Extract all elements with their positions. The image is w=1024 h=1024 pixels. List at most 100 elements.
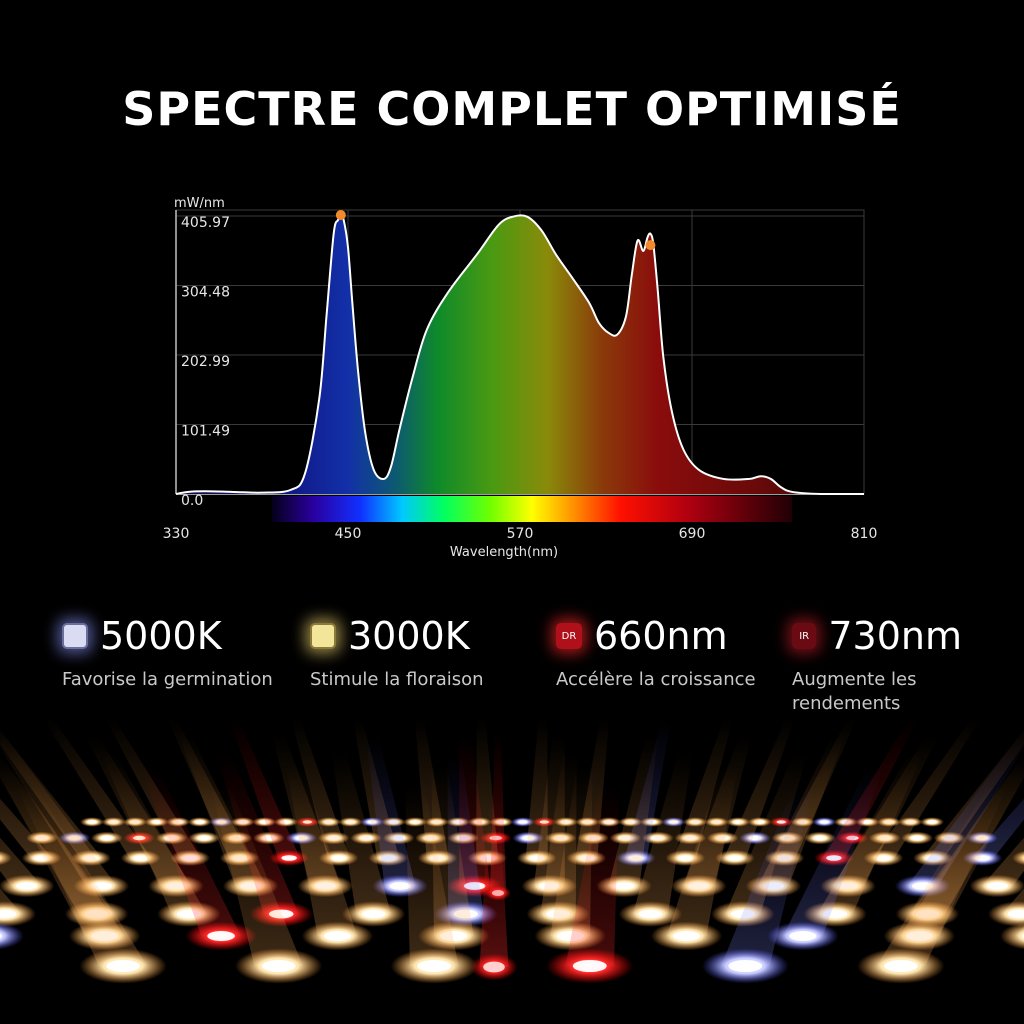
feature-description: Augmente les rendements: [792, 669, 917, 714]
led-dot: [330, 855, 347, 861]
led-dot: [0, 909, 17, 919]
led-dot: [261, 959, 296, 973]
led-light-beam: [0, 736, 117, 886]
led-dot: [106, 959, 141, 973]
led-dot: [911, 835, 924, 841]
x-axis-label: Wavelength(nm): [450, 545, 558, 560]
led-light-beam: [872, 718, 981, 858]
led-light-beam: [783, 766, 884, 936]
page-title: SPECTRE COMPLET OPTIMISÉ: [122, 82, 902, 136]
led-light-beam: [479, 807, 509, 967]
led-light-beam: [723, 718, 795, 858]
warm-white-led-icon: [310, 623, 336, 649]
y-tick-label: 0.0: [181, 493, 203, 509]
feature-list: 5000K Favorise la germination 3000K Stim…: [0, 614, 1024, 724]
led-light-beam: [16, 786, 148, 966]
led-dot: [883, 959, 918, 973]
y-tick-label: 304.48: [181, 284, 230, 300]
led-dot: [1021, 933, 1024, 939]
led-dot: [986, 882, 1009, 890]
led-light-beam: [876, 786, 1008, 966]
y-tick-label: 202.99: [181, 354, 230, 370]
led-dot: [875, 855, 892, 861]
led-dot: [100, 835, 113, 841]
led-dot: [572, 959, 607, 973]
led-glow: [1000, 922, 1024, 950]
led-dot: [613, 882, 635, 890]
led-dot: [813, 835, 827, 841]
led-dot: [323, 931, 352, 941]
led-light-beam: [365, 736, 416, 886]
led-dot: [677, 855, 694, 861]
led-light-beam: [210, 786, 303, 966]
feature-description: Accélère la croissance: [556, 669, 756, 690]
led-dot: [132, 855, 149, 861]
led-dot: [281, 855, 297, 861]
led-dot: [197, 835, 211, 841]
peak-marker: [645, 240, 656, 251]
led-dot: [638, 909, 663, 919]
led-light-beam: [0, 837, 43, 886]
led-dot: [195, 820, 205, 824]
led-light-beam: [721, 786, 814, 966]
led-light-beam: [229, 718, 301, 858]
y-tick-label: 405.97: [181, 215, 230, 231]
led-light-beam: [43, 718, 152, 858]
deep-red-led-icon: DR: [556, 623, 582, 649]
led-light-beam: [666, 766, 739, 936]
led-light-beam: [674, 718, 734, 858]
led-dot: [728, 959, 763, 973]
led-light-beam: [285, 766, 358, 936]
led-dot: [0, 933, 3, 939]
led-dot: [389, 882, 411, 890]
visible-spectrum-bar: [272, 496, 792, 522]
led-dot: [361, 909, 386, 919]
x-tick-label: 570: [507, 526, 534, 542]
feature-value: 730nm: [828, 614, 962, 658]
led-light-beam: [921, 730, 1024, 858]
spectrum-curve: [175, 214, 864, 495]
led-light-beam: [140, 766, 241, 936]
led-light-beam: [725, 754, 808, 914]
led-light-beam: [981, 837, 1024, 886]
led-light-beam: [405, 786, 459, 966]
x-tick-label: 330: [163, 526, 190, 542]
led-dot: [672, 931, 701, 941]
led-dot: [87, 820, 97, 824]
spectrum-chart: 405.97 304.48 202.99 101.49 0.0 330 450 570 690…: [163, 196, 878, 560]
led-dot: [927, 820, 937, 824]
led-glow: [0, 922, 24, 950]
led-glow: [988, 901, 1024, 927]
led-glow: [0, 901, 36, 927]
led-light-beam: [216, 754, 299, 914]
led-light-beam: [0, 798, 53, 858]
led-dot: [518, 820, 528, 824]
feature-description: Favorise la germination: [62, 669, 273, 690]
spectrum-area: [176, 215, 864, 494]
led-light-beam: [907, 736, 1024, 886]
led-light-beam: [290, 718, 350, 858]
led-dot: [207, 931, 235, 941]
x-tick-label: 450: [335, 526, 362, 542]
led-light-beam: [0, 730, 103, 858]
x-tick-label: 810: [851, 526, 878, 542]
feature-660nm: DR 660nm Accélère la croissance: [556, 614, 756, 692]
led-light-beam: [608, 736, 659, 886]
y-tick-label: 101.49: [181, 424, 230, 440]
y-axis-label: mW/nm: [174, 196, 225, 211]
red-led-dot: [483, 961, 505, 973]
feature-value: 3000K: [348, 614, 470, 658]
led-light-beam: [632, 754, 693, 914]
led-dot: [819, 820, 829, 824]
led-dot: [1007, 909, 1024, 919]
led-dot: [15, 882, 38, 890]
infrared-led-icon: IR: [792, 623, 817, 649]
led-dot: [417, 959, 452, 973]
cool-white-led-icon: [62, 623, 88, 649]
feature-5000k: 5000K Favorise la germination: [62, 614, 273, 692]
feature-3000k: 3000K Stimule la floraison: [310, 614, 484, 692]
led-light-beam: [331, 754, 392, 914]
feature-description: Stimule la floraison: [310, 669, 484, 690]
led-light-beam: [565, 786, 619, 966]
